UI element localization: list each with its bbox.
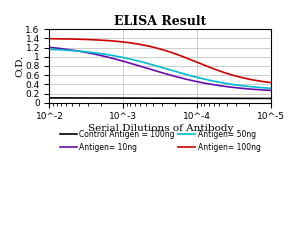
Control Antigen = 100ng	[187, 97, 190, 100]
Antigen= 10ng	[48, 46, 51, 49]
Line: Antigen= 10ng: Antigen= 10ng	[50, 47, 271, 90]
Control Antigen = 100ng	[269, 97, 273, 100]
Line: Antigen= 100ng: Antigen= 100ng	[50, 39, 271, 82]
Control Antigen = 100ng	[74, 96, 78, 100]
Antigen= 100ng	[269, 81, 273, 84]
Antigen= 10ng	[120, 59, 124, 62]
Antigen= 100ng	[120, 40, 124, 43]
Control Antigen = 100ng	[209, 97, 212, 100]
Antigen= 50ng	[187, 74, 190, 77]
Antigen= 10ng	[135, 64, 139, 67]
Control Antigen = 100ng	[135, 96, 139, 100]
Antigen= 10ng	[187, 78, 190, 81]
Antigen= 50ng	[269, 87, 273, 90]
Antigen= 50ng	[120, 56, 124, 59]
Title: ELISA Result: ELISA Result	[114, 15, 206, 28]
Control Antigen = 100ng	[208, 97, 211, 100]
Control Antigen = 100ng	[120, 96, 124, 100]
Y-axis label: O.D.: O.D.	[15, 55, 24, 77]
X-axis label: Serial Dilutions of Antibody: Serial Dilutions of Antibody	[88, 124, 233, 133]
Antigen= 50ng	[209, 79, 212, 82]
Antigen= 50ng	[208, 79, 211, 82]
Antigen= 100ng	[187, 58, 190, 60]
Legend: Control Antigen = 100ng, Antigen= 10ng, Antigen= 50ng, Antigen= 100ng: Control Antigen = 100ng, Antigen= 10ng, …	[60, 130, 260, 152]
Antigen= 10ng	[74, 49, 78, 52]
Antigen= 50ng	[135, 59, 139, 62]
Antigen= 10ng	[269, 89, 273, 92]
Antigen= 100ng	[74, 38, 78, 41]
Antigen= 100ng	[135, 42, 139, 45]
Antigen= 100ng	[48, 37, 51, 40]
Line: Antigen= 50ng: Antigen= 50ng	[50, 49, 271, 88]
Antigen= 100ng	[209, 66, 212, 69]
Antigen= 100ng	[208, 66, 211, 69]
Antigen= 50ng	[74, 50, 78, 52]
Antigen= 10ng	[209, 83, 212, 86]
Control Antigen = 100ng	[48, 96, 51, 100]
Antigen= 50ng	[48, 48, 51, 51]
Antigen= 10ng	[208, 82, 211, 86]
